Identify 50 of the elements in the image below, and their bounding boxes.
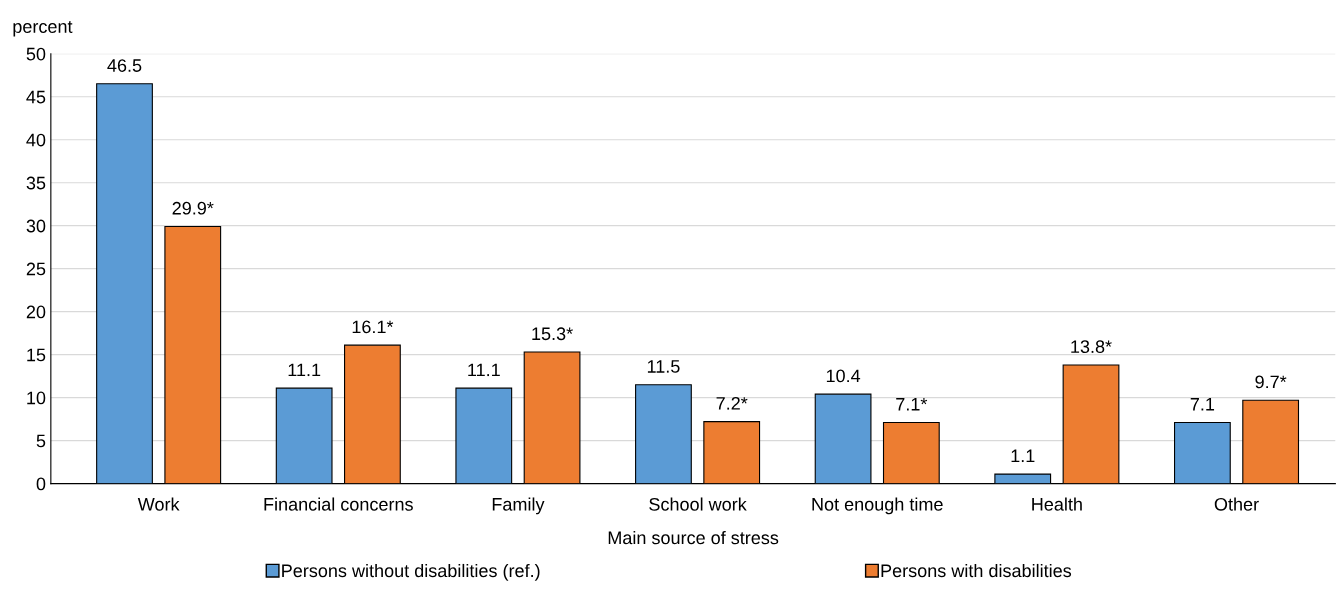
bar [994,473,1052,484]
x-tick-label: Financial concerns [264,497,413,511]
bar [523,351,581,484]
x-tick-label: Other [1214,497,1259,511]
y-tick-label: 50 [26,47,46,61]
bar [344,344,401,484]
x-tick-label: Not enough time [812,497,943,515]
data-label: 11.1 [468,363,500,377]
y-tick-label: 15 [27,348,46,362]
data-label: 7.2* [716,396,748,410]
bar [96,83,153,484]
data-label: 1.1 [1011,449,1035,463]
data-label: 16.1* [352,320,394,334]
y-axis-title: percent [13,21,73,37]
data-label: 10.4 [826,369,861,383]
x-tick-label: School work [649,497,747,511]
bar [164,225,222,484]
y-tick-label: 0 [36,477,46,491]
data-label: 46.5 [107,59,142,72]
bar [275,387,333,484]
bar [635,384,692,484]
bar [814,393,872,484]
data-label: 11.1 [288,363,321,377]
y-tick-label: 5 [36,434,46,448]
y-tick-label: 25 [26,262,46,276]
y-tick-label: 45 [26,90,46,104]
data-label: 7.1 [1190,398,1215,411]
data-label: 11.5 [647,360,680,373]
bar [882,421,940,484]
y-tick-label: 35 [26,176,46,190]
data-label: 7.1* [896,398,928,411]
x-tick-label: Work [137,497,180,511]
y-tick-label: 20 [26,305,46,319]
x-axis-title: Main source of stress [608,530,779,545]
bar [455,387,513,484]
x-tick-label: Family [492,497,545,515]
bar [1173,421,1231,484]
x-tick-label: Health [1032,497,1082,511]
data-label: 9.7* [1255,375,1287,389]
data-label: 15.3* [532,327,573,341]
data-label: 13.8* [1071,340,1112,354]
legend-label: Persons with disabilities [881,563,1072,578]
data-label: 29.9* [172,201,214,215]
bar [1062,364,1120,484]
bar [703,421,761,484]
bar [1242,399,1300,484]
y-tick-label: 30 [26,219,46,233]
y-tick-label: 40 [26,133,46,147]
legend-label: Persons without disabilities (ref.) [282,563,540,581]
y-tick-label: 10 [27,391,46,405]
